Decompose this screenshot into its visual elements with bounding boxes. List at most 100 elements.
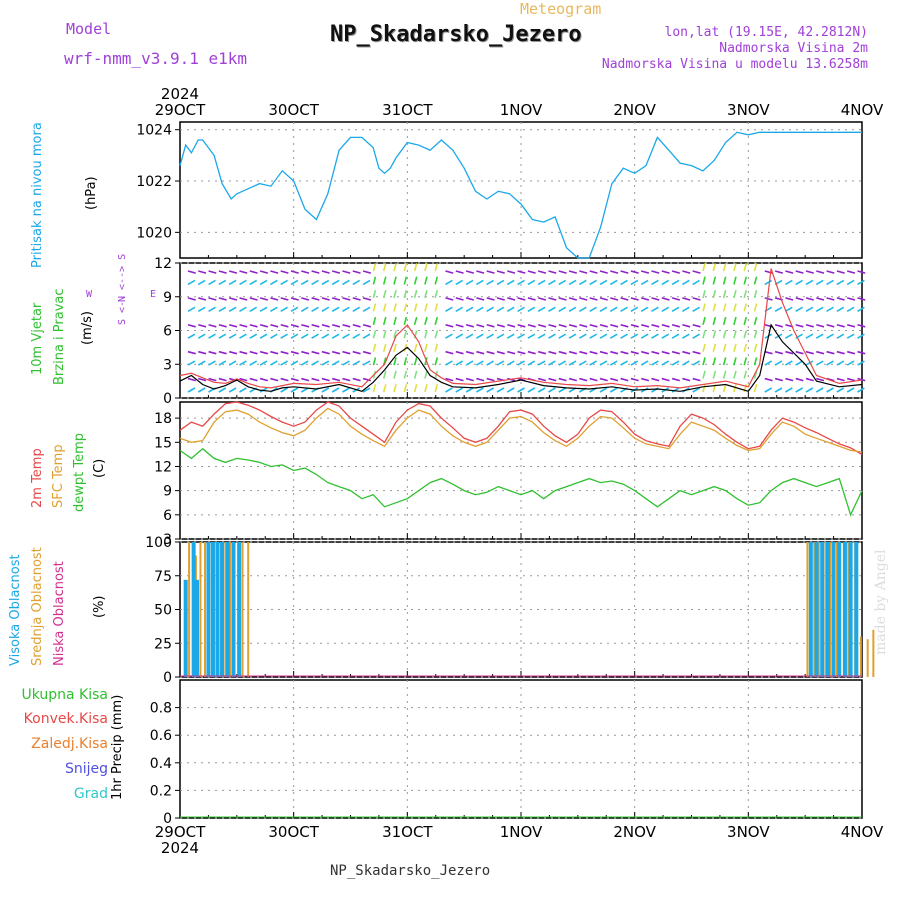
wind-barb [228, 279, 237, 286]
wind-barb [465, 350, 475, 355]
wind-barb [537, 377, 547, 382]
wind-barb [548, 377, 557, 382]
wind-barb [280, 279, 289, 286]
wind-barb [692, 387, 701, 393]
wind-barb [610, 324, 619, 328]
wind-barb [486, 324, 495, 328]
wind-barb [218, 333, 227, 339]
wind-barb [846, 333, 855, 339]
wind-barb [527, 324, 536, 328]
model-label: Model [66, 20, 112, 38]
wind-barb [857, 297, 866, 301]
wind-barb [857, 387, 865, 393]
wind-barb [486, 297, 495, 301]
wind-barb [269, 333, 278, 339]
wind-barb [517, 350, 526, 355]
wind-barb [712, 343, 717, 352]
wind-barb [331, 377, 341, 382]
wind-barb [589, 297, 598, 301]
wind-barb [712, 289, 717, 299]
wind-barb [280, 270, 289, 274]
wind-barb [198, 350, 207, 355]
wind-barb [424, 370, 428, 379]
wind-barb [630, 360, 639, 366]
wind-barb [805, 350, 814, 355]
x-tick-label-top: 4NOV [841, 101, 884, 119]
wind-barb [239, 377, 248, 382]
wind-barb [558, 324, 567, 328]
wind-barb [517, 360, 525, 366]
wind-barb [249, 360, 258, 366]
wind-barb [342, 297, 351, 301]
wind-barb [321, 324, 330, 328]
wind-barb [527, 270, 536, 274]
wind-barb [599, 333, 608, 339]
wind-barb [836, 270, 845, 274]
y-tick-label: 0.2 [150, 783, 172, 799]
wind-barb [280, 377, 289, 382]
wind-barb [290, 297, 299, 301]
wind-barb [496, 360, 505, 366]
wind-barb [475, 387, 484, 393]
wind-barb [445, 360, 453, 366]
wind-barb [218, 360, 227, 366]
wind-barb [507, 297, 516, 301]
wind-barb [846, 387, 855, 393]
wind-barb [712, 303, 717, 312]
wind-barb [352, 306, 361, 313]
wind-barb [816, 297, 825, 301]
wind-barb [475, 360, 484, 366]
wind-barb [805, 297, 814, 301]
high-cloud-bar [814, 542, 819, 677]
wind-barb [857, 279, 865, 286]
wind-barb [239, 333, 247, 339]
wind-barb [651, 360, 659, 366]
wind-barb [506, 360, 515, 366]
wind-barb [413, 316, 418, 325]
wind-barb [599, 306, 608, 313]
wind-barb [445, 297, 454, 301]
wind-barb [228, 350, 238, 355]
wind-barb [640, 377, 650, 382]
wind-barb [805, 360, 814, 366]
wind-barb [445, 306, 453, 313]
wind-barb [753, 343, 758, 352]
wind-barb [816, 377, 825, 382]
wind-barb [702, 263, 706, 272]
wind-barb [321, 279, 330, 286]
high-cloud-bar [191, 542, 196, 677]
wind-barb [784, 387, 793, 393]
wind-barb [290, 350, 299, 355]
wind-barb [661, 350, 670, 355]
wind-barb [620, 333, 628, 339]
x-tick-label-top: 1NOV [500, 101, 543, 119]
wind-barb [321, 306, 330, 313]
wind-barb [743, 289, 748, 299]
wind-barb [228, 333, 237, 339]
elevation-label: Nadmorska Visina 2m [719, 41, 868, 56]
wind-compass-e: E [150, 289, 157, 300]
wind-barb [640, 333, 649, 339]
wind-barb [403, 276, 408, 285]
wind-barb [753, 384, 758, 393]
wind-barb [579, 297, 588, 301]
wind-barb [692, 306, 701, 313]
wind-barb [548, 360, 556, 366]
wind-barb [682, 324, 691, 328]
wind-barb [661, 377, 670, 382]
wind-barb [743, 263, 748, 272]
mid-cloud-bar [872, 629, 875, 677]
wind-barb [651, 324, 660, 328]
x-tick-label-top: 31OCT [382, 101, 433, 119]
wind-barb [568, 279, 577, 286]
high-cloud-bar [215, 542, 220, 677]
wind-barb [259, 279, 268, 286]
wind-barb [816, 350, 825, 355]
wind-barb [228, 387, 237, 393]
wind-barb [393, 343, 397, 352]
wind-barb [537, 333, 546, 339]
wind-barb [300, 306, 309, 313]
wind-barb [640, 360, 649, 366]
panel-frame-4 [179, 679, 863, 819]
wind-barb [382, 357, 387, 366]
